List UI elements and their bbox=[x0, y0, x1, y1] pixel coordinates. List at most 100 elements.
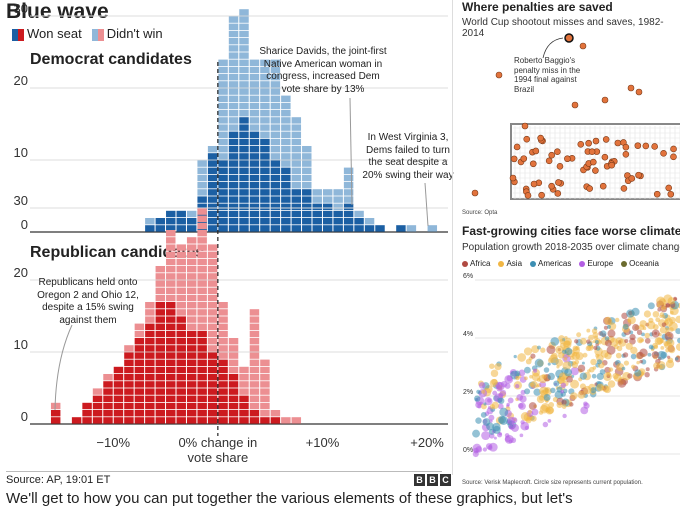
dem-bar-won-cell bbox=[271, 175, 280, 181]
penalty-dot bbox=[652, 143, 658, 149]
dem-bar-won-cell bbox=[229, 160, 238, 166]
penalty-dot bbox=[539, 192, 545, 198]
city-dot bbox=[649, 345, 654, 350]
dem-bar-won-cell bbox=[239, 175, 248, 181]
rep-bar-won-cell bbox=[187, 367, 196, 373]
dem-bar-won-cell bbox=[292, 218, 301, 224]
cities-subtitle: Population growth 2018-2035 over climate… bbox=[462, 242, 680, 253]
rep-bar-lost-cell bbox=[51, 403, 60, 409]
rep-bar-lost-cell bbox=[197, 252, 206, 258]
bbc-letter: C bbox=[440, 474, 451, 486]
city-dot bbox=[530, 354, 535, 359]
rep-bar-lost-cell bbox=[239, 367, 248, 373]
penalty-dot bbox=[602, 97, 608, 103]
dem-bar-won-cell bbox=[208, 168, 217, 174]
rep-bar-lost-cell bbox=[187, 302, 196, 308]
rep-bar-lost-cell bbox=[208, 244, 217, 250]
dem-bar-won-cell bbox=[281, 189, 290, 195]
city-dot bbox=[586, 339, 590, 343]
baggio-miss-dot bbox=[565, 34, 573, 42]
dem-bar-won-cell bbox=[375, 225, 384, 231]
rep-bar-won-cell bbox=[187, 410, 196, 416]
dem-bar-lost-cell bbox=[218, 88, 227, 94]
dem-bar-lost-cell bbox=[281, 103, 290, 109]
dem-bar-won-cell bbox=[229, 204, 238, 210]
city-dot bbox=[605, 340, 612, 347]
rep-bar-won-cell bbox=[135, 388, 144, 394]
dem-annotation-davids: Sharice Davids, the joint-first Native A… bbox=[258, 46, 388, 96]
dem-bar-won-cell bbox=[313, 211, 322, 217]
rep-annotation-oregon-ohio: Republicans held onto Oregon 2 and Ohio … bbox=[30, 277, 146, 327]
rep-bar-lost-cell bbox=[166, 252, 175, 258]
dem-bar-lost-cell bbox=[292, 117, 301, 123]
rep-bar-lost-cell bbox=[208, 316, 217, 322]
dem-bar-lost-cell bbox=[302, 146, 311, 152]
rep-bar-won-cell bbox=[197, 374, 206, 380]
city-dot bbox=[622, 367, 626, 371]
rep-bar-won-cell bbox=[145, 381, 154, 387]
rep-bar-won-cell bbox=[197, 367, 206, 373]
rep-bar-lost-cell bbox=[187, 266, 196, 272]
rep-bar-lost-cell bbox=[218, 316, 227, 322]
penalty-dot bbox=[578, 141, 584, 147]
rep-bar-won-cell bbox=[166, 331, 175, 337]
city-dot bbox=[644, 310, 651, 317]
dem-bar-lost-cell bbox=[218, 153, 227, 159]
dem-bar-won-cell bbox=[292, 189, 301, 195]
city-dot bbox=[637, 337, 643, 343]
rep-bar-won-cell bbox=[166, 309, 175, 315]
dem-bar-won-cell bbox=[313, 218, 322, 224]
dem-bar-won-cell bbox=[218, 175, 227, 181]
dem-bar-won-cell bbox=[333, 225, 342, 231]
rep-bar-won-cell bbox=[177, 324, 186, 330]
dem-bar-won-cell bbox=[239, 124, 248, 130]
x-tick-label: +10% bbox=[306, 435, 340, 450]
dem-bar-won-cell bbox=[208, 160, 217, 166]
dem-bar-won-cell bbox=[260, 189, 269, 195]
city-dot bbox=[475, 417, 481, 423]
dem-bar-lost-cell bbox=[250, 117, 259, 123]
penalties-source: Source: Opta bbox=[462, 210, 497, 216]
city-dot bbox=[574, 339, 578, 343]
dem-bar-won-cell bbox=[344, 225, 353, 231]
dem-bar-lost-cell bbox=[271, 132, 280, 138]
dem-bar-lost-cell bbox=[281, 160, 290, 166]
rep-bar-lost-cell bbox=[229, 360, 238, 366]
rep-bar-won-cell bbox=[218, 396, 227, 402]
rep-bar-won-cell bbox=[135, 338, 144, 344]
x-tick-label: +20% bbox=[410, 435, 444, 450]
dem-bar-won-cell bbox=[271, 189, 280, 195]
penalty-dot bbox=[609, 162, 615, 168]
city-dot bbox=[476, 390, 480, 394]
penalty-dot bbox=[636, 172, 642, 178]
dem-bar-lost-cell bbox=[260, 103, 269, 109]
rep-bar-won-cell bbox=[156, 381, 165, 387]
dem-bar-won-cell bbox=[239, 132, 248, 138]
dem-bar-lost-cell bbox=[229, 124, 238, 130]
dem-bar-won-cell bbox=[271, 225, 280, 231]
rep-bar-won-cell bbox=[218, 403, 227, 409]
dem-bar-won-cell bbox=[166, 211, 175, 217]
rep-bar-won-cell bbox=[187, 388, 196, 394]
dem-bar-won-cell bbox=[250, 153, 259, 159]
rep-bar-won-cell bbox=[156, 374, 165, 380]
city-dot bbox=[508, 397, 514, 403]
city-dot bbox=[593, 366, 597, 370]
rep-bar-lost-cell bbox=[208, 252, 217, 258]
rep-bar-lost-cell bbox=[197, 280, 206, 286]
rep-bar-won-cell bbox=[124, 352, 133, 358]
city-dot bbox=[548, 373, 555, 380]
rep-bar-lost-cell bbox=[229, 352, 238, 358]
city-dot bbox=[600, 369, 606, 375]
city-dot bbox=[615, 337, 623, 345]
rep-bar-won-cell bbox=[187, 417, 196, 423]
city-dot bbox=[646, 367, 650, 371]
dem-bar-lost-cell bbox=[428, 225, 437, 231]
dem-bar-won-cell bbox=[229, 153, 238, 159]
city-dot bbox=[573, 346, 578, 351]
city-dot bbox=[662, 322, 667, 327]
penalty-dot bbox=[623, 144, 629, 150]
rep-bar-won-cell bbox=[114, 417, 123, 423]
city-dot bbox=[580, 338, 587, 345]
penalty-dot bbox=[593, 138, 599, 144]
